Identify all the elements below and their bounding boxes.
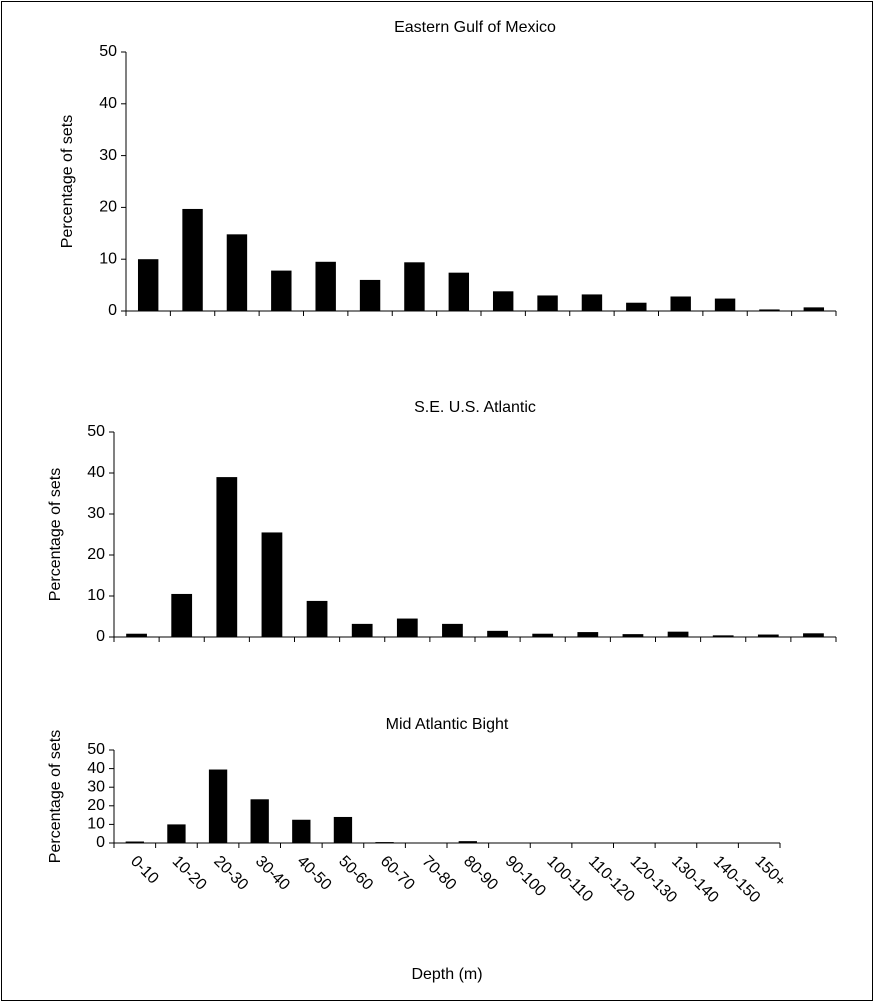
y-tick-label: 20 [87, 546, 105, 563]
bar [581, 294, 603, 311]
y-tick-label: 0 [96, 628, 105, 645]
bar [171, 593, 193, 637]
bar [714, 298, 736, 311]
bar [622, 634, 644, 637]
y-tick-label: 10 [87, 587, 105, 604]
bar [670, 296, 691, 311]
y-tick-label: 50 [87, 423, 105, 440]
chart-title: S.E. U.S. Atlantic [414, 399, 536, 416]
bar [216, 477, 238, 637]
x-axis-label: Depth (m) [411, 966, 482, 983]
bar [306, 600, 328, 637]
bar [167, 824, 186, 843]
bar [396, 618, 418, 637]
y-tick-label: 40 [87, 464, 105, 481]
bar [226, 234, 248, 311]
bar [759, 309, 780, 311]
bar [208, 769, 228, 843]
bar [359, 279, 381, 311]
y-axis-label: Percentage of sets [47, 730, 64, 863]
bar [125, 841, 144, 843]
y-tick-label: 10 [99, 250, 117, 267]
bar [577, 632, 599, 637]
y-tick-label: 30 [99, 147, 117, 164]
bar [261, 532, 283, 637]
bar [271, 270, 292, 311]
y-tick-label: 40 [87, 760, 105, 777]
bar [667, 631, 689, 637]
y-tick-label: 20 [99, 199, 117, 216]
bar [448, 272, 470, 311]
chart-title: Eastern Gulf of Mexico [394, 19, 556, 36]
bar [351, 623, 373, 637]
bar [137, 259, 159, 311]
bar [404, 262, 425, 311]
y-tick-label: 30 [87, 505, 105, 522]
bar [537, 295, 558, 311]
bar [315, 261, 336, 311]
chart-title: Mid Atlantic Bight [386, 716, 509, 733]
bar [492, 291, 514, 311]
y-tick-label: 30 [87, 778, 105, 795]
y-tick-label: 40 [99, 95, 117, 112]
y-axis-label: Percentage of sets [59, 115, 76, 248]
bar [333, 816, 353, 843]
bar [458, 841, 477, 843]
y-tick-label: 0 [96, 834, 105, 851]
y-tick-label: 50 [87, 741, 105, 758]
bar [487, 630, 508, 637]
bar [532, 633, 554, 637]
bar [626, 302, 647, 311]
bar [182, 208, 203, 311]
y-axis-label: Percentage of sets [47, 468, 64, 601]
y-tick-label: 50 [99, 43, 117, 60]
bar [712, 635, 734, 637]
bar [375, 842, 394, 843]
y-tick-label: 20 [87, 797, 105, 814]
y-tick-label: 0 [108, 302, 117, 319]
bar [803, 633, 824, 637]
bar [803, 307, 825, 311]
bar [292, 819, 311, 843]
bar [442, 623, 463, 637]
y-tick-label: 10 [87, 816, 105, 833]
bar [126, 633, 147, 637]
bar [757, 634, 779, 637]
bar [250, 799, 269, 843]
